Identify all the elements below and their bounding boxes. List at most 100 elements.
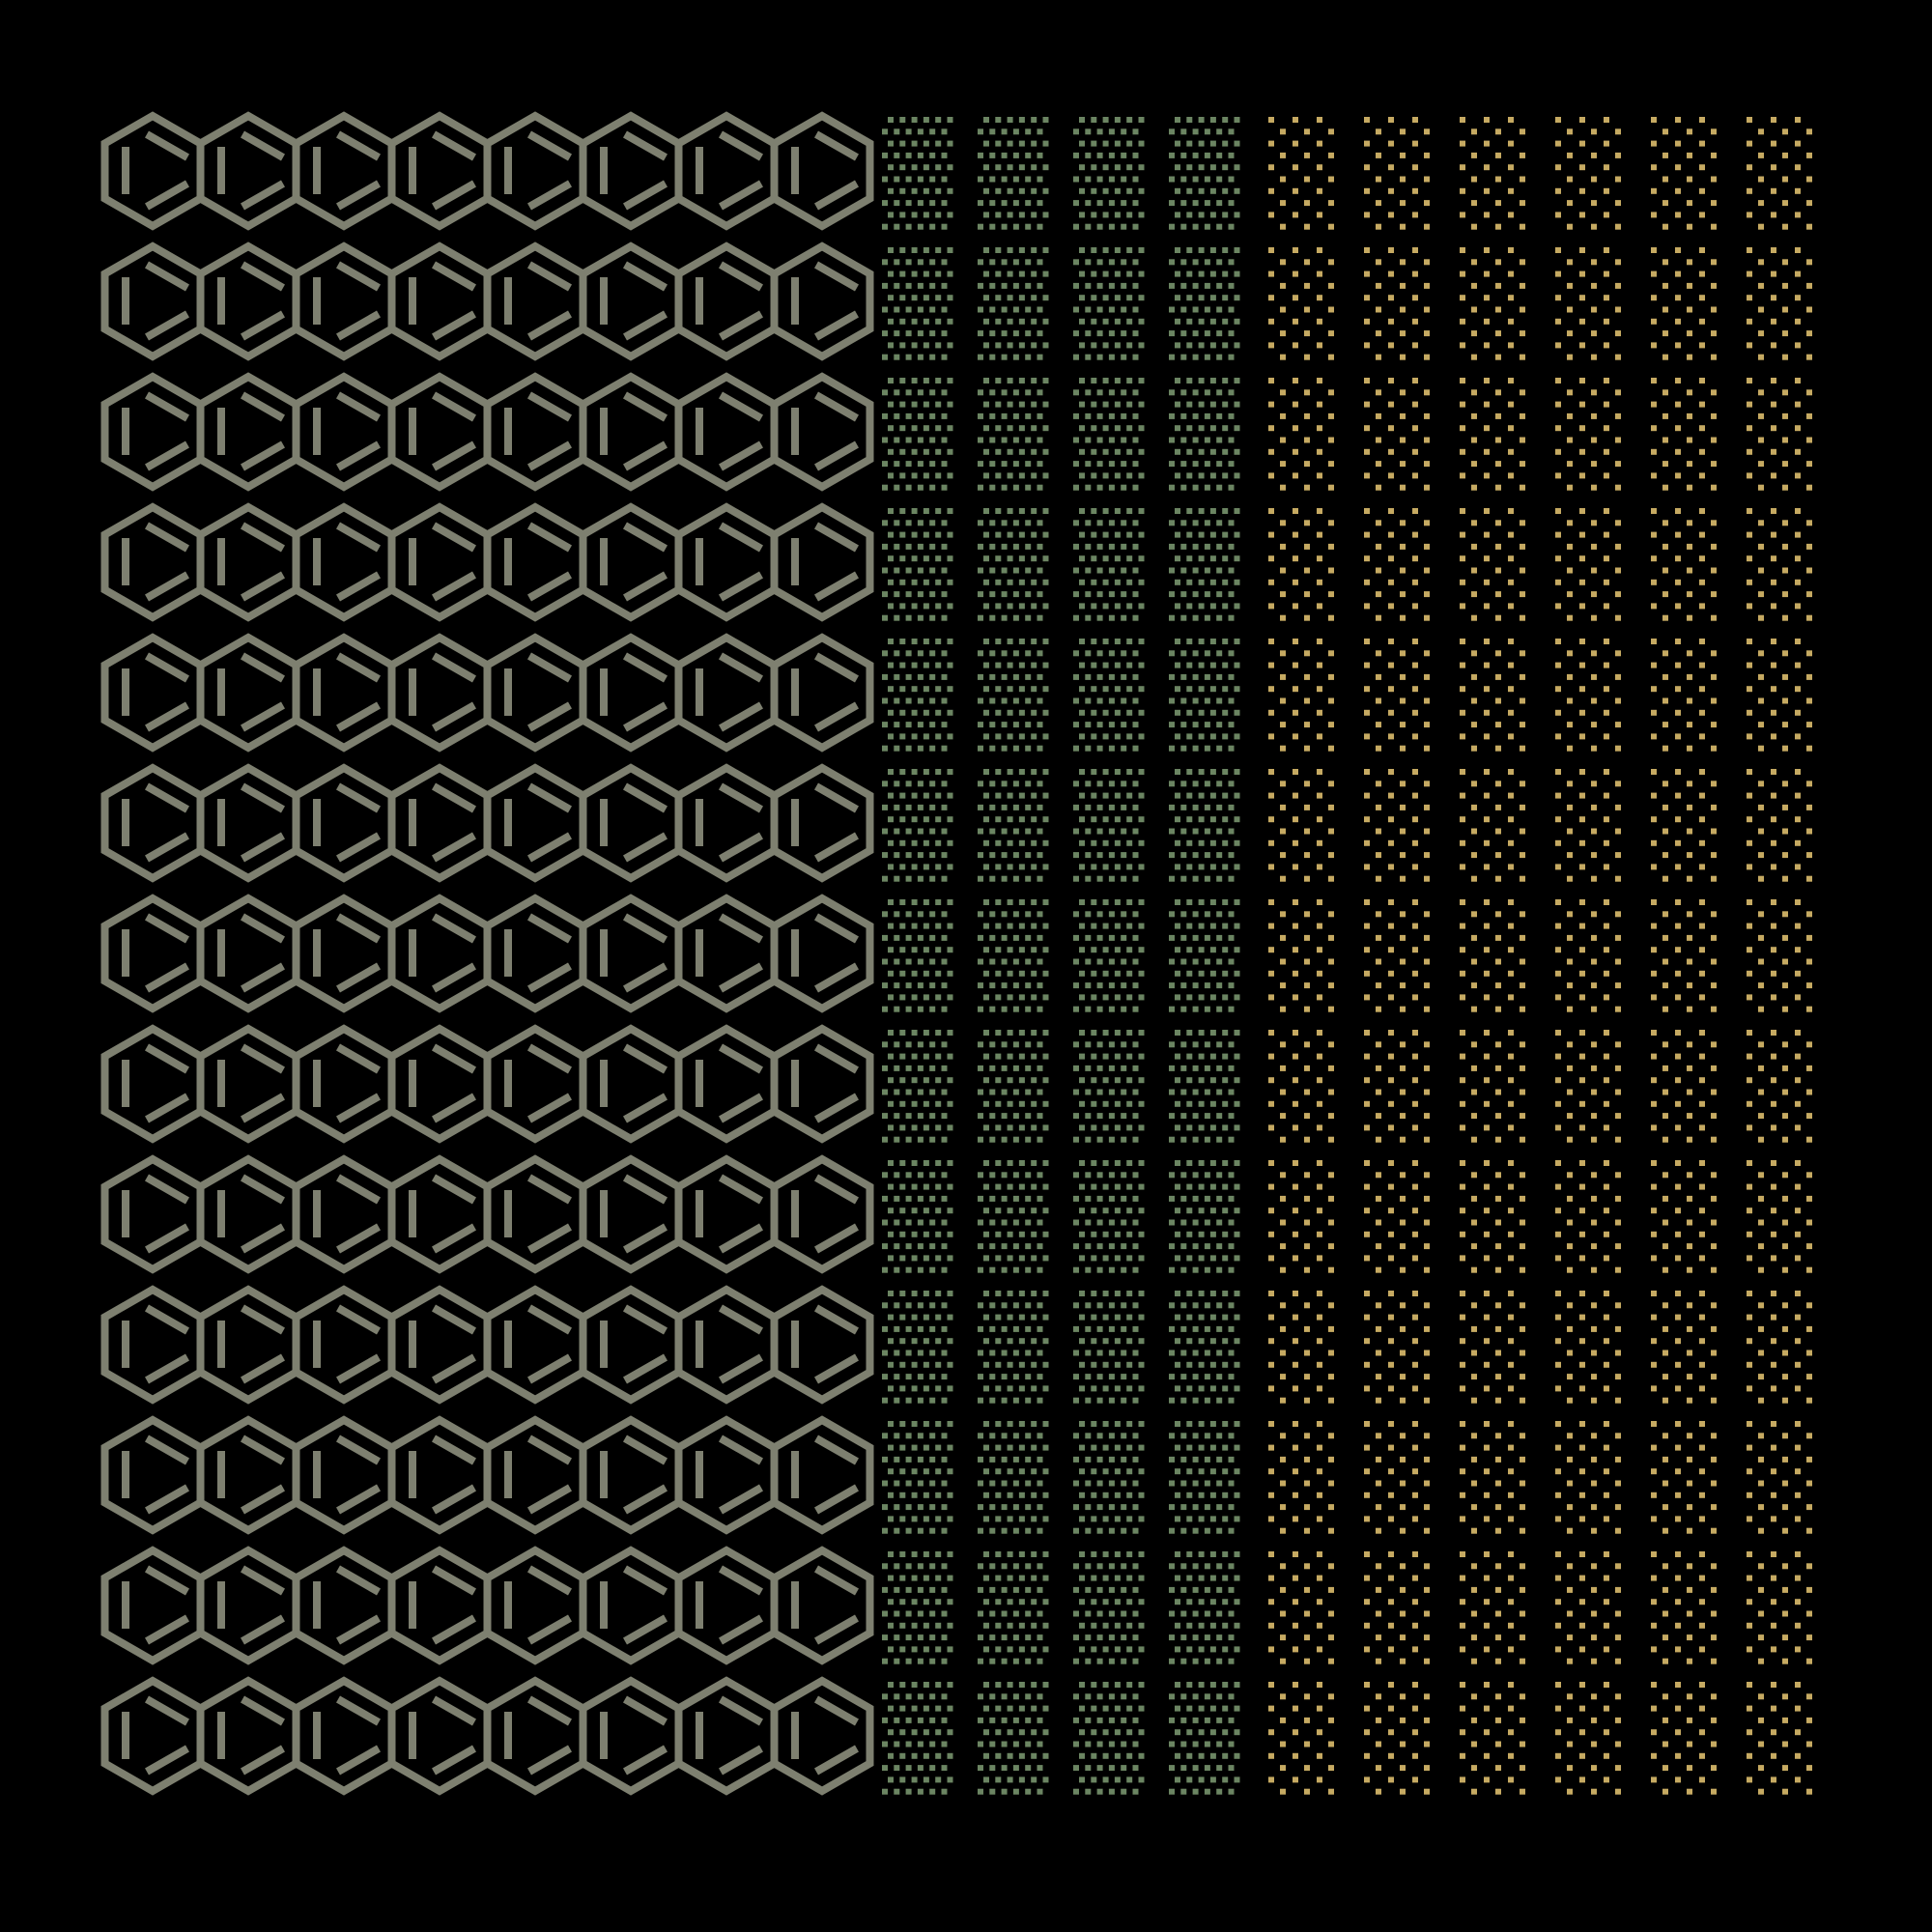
dot	[935, 994, 942, 1001]
dot	[1001, 1065, 1008, 1071]
dot	[983, 1124, 989, 1131]
dot	[1204, 389, 1210, 396]
dot	[1121, 1266, 1127, 1273]
dot	[1806, 697, 1812, 704]
dot	[917, 781, 923, 787]
dot	[1042, 1053, 1049, 1060]
dot	[1073, 567, 1079, 574]
dot	[899, 270, 906, 277]
dot	[894, 461, 900, 468]
dot	[1555, 164, 1561, 171]
dot	[1091, 603, 1097, 610]
dot	[1495, 828, 1501, 835]
dot	[1604, 994, 1609, 1001]
dot	[1175, 733, 1180, 740]
dot	[1615, 1041, 1621, 1048]
dot	[1031, 1575, 1037, 1581]
dot	[911, 1444, 918, 1451]
dot	[1651, 899, 1657, 905]
dot	[1042, 1444, 1049, 1451]
dot	[1001, 911, 1008, 918]
dot	[1132, 354, 1139, 360]
dot	[1651, 318, 1657, 325]
dot	[1317, 970, 1322, 977]
dot	[1651, 117, 1657, 123]
dot	[1615, 282, 1621, 289]
dot	[1132, 128, 1139, 135]
dot	[1795, 899, 1801, 905]
dot	[882, 875, 888, 882]
dot	[1651, 792, 1657, 799]
dot	[1460, 472, 1465, 479]
dot	[1675, 318, 1681, 325]
dot	[1132, 200, 1139, 207]
dot	[1758, 1195, 1764, 1202]
dot	[989, 1456, 996, 1463]
dot	[1364, 187, 1370, 194]
dot	[1687, 958, 1692, 965]
dot	[888, 1314, 894, 1321]
dot	[1508, 733, 1514, 740]
dot	[989, 1195, 996, 1202]
dot	[947, 1077, 953, 1084]
dot	[1186, 769, 1193, 775]
dot	[1192, 958, 1199, 965]
dot	[1079, 816, 1085, 823]
dot	[1424, 697, 1430, 704]
dot	[894, 1350, 900, 1356]
dot	[1675, 140, 1681, 147]
dot	[1121, 1397, 1127, 1404]
dot	[1073, 389, 1079, 396]
dot	[905, 1433, 912, 1439]
dot	[888, 1183, 894, 1190]
dot	[1108, 484, 1115, 491]
dot	[1555, 472, 1561, 479]
dot	[989, 1634, 996, 1641]
dot	[1079, 1338, 1085, 1345]
dot	[888, 1100, 894, 1107]
dot	[1114, 1622, 1121, 1629]
dot	[1073, 1195, 1079, 1202]
dot	[1280, 745, 1286, 752]
dot	[1747, 117, 1752, 123]
dot	[989, 223, 996, 230]
dot	[1651, 187, 1657, 194]
dot	[1471, 389, 1477, 396]
dot	[1317, 508, 1322, 514]
dot	[917, 1397, 923, 1404]
dot	[1662, 1006, 1668, 1012]
dot	[1591, 152, 1597, 158]
dot	[1042, 1752, 1049, 1759]
dot	[1079, 1160, 1085, 1166]
dot	[1782, 1172, 1788, 1179]
dot	[1108, 911, 1115, 918]
dot	[1138, 1682, 1145, 1688]
dot	[1484, 531, 1490, 538]
dot	[1328, 614, 1334, 621]
dot	[1508, 508, 1514, 514]
dot	[1031, 1492, 1037, 1498]
dot	[1795, 531, 1801, 538]
dot	[905, 1610, 912, 1617]
dot	[983, 899, 989, 905]
dot	[947, 295, 953, 301]
dot	[1209, 1385, 1216, 1392]
dot	[1138, 1053, 1145, 1060]
gold-dot-block	[1651, 117, 1717, 230]
dot	[1085, 1302, 1092, 1309]
dot	[1471, 223, 1477, 230]
green-dot-block	[882, 1551, 953, 1664]
dot	[1192, 1741, 1199, 1747]
dot	[1169, 934, 1175, 941]
dot	[1096, 650, 1103, 657]
dot	[1412, 448, 1418, 455]
green-dot-block	[1169, 117, 1240, 230]
dot	[911, 1231, 918, 1237]
dot	[1771, 899, 1776, 905]
dot	[1328, 650, 1334, 657]
dot	[1495, 982, 1501, 989]
dot	[1126, 401, 1133, 408]
dot	[1180, 804, 1187, 810]
dot	[1520, 1113, 1525, 1120]
dot	[1079, 1622, 1085, 1629]
